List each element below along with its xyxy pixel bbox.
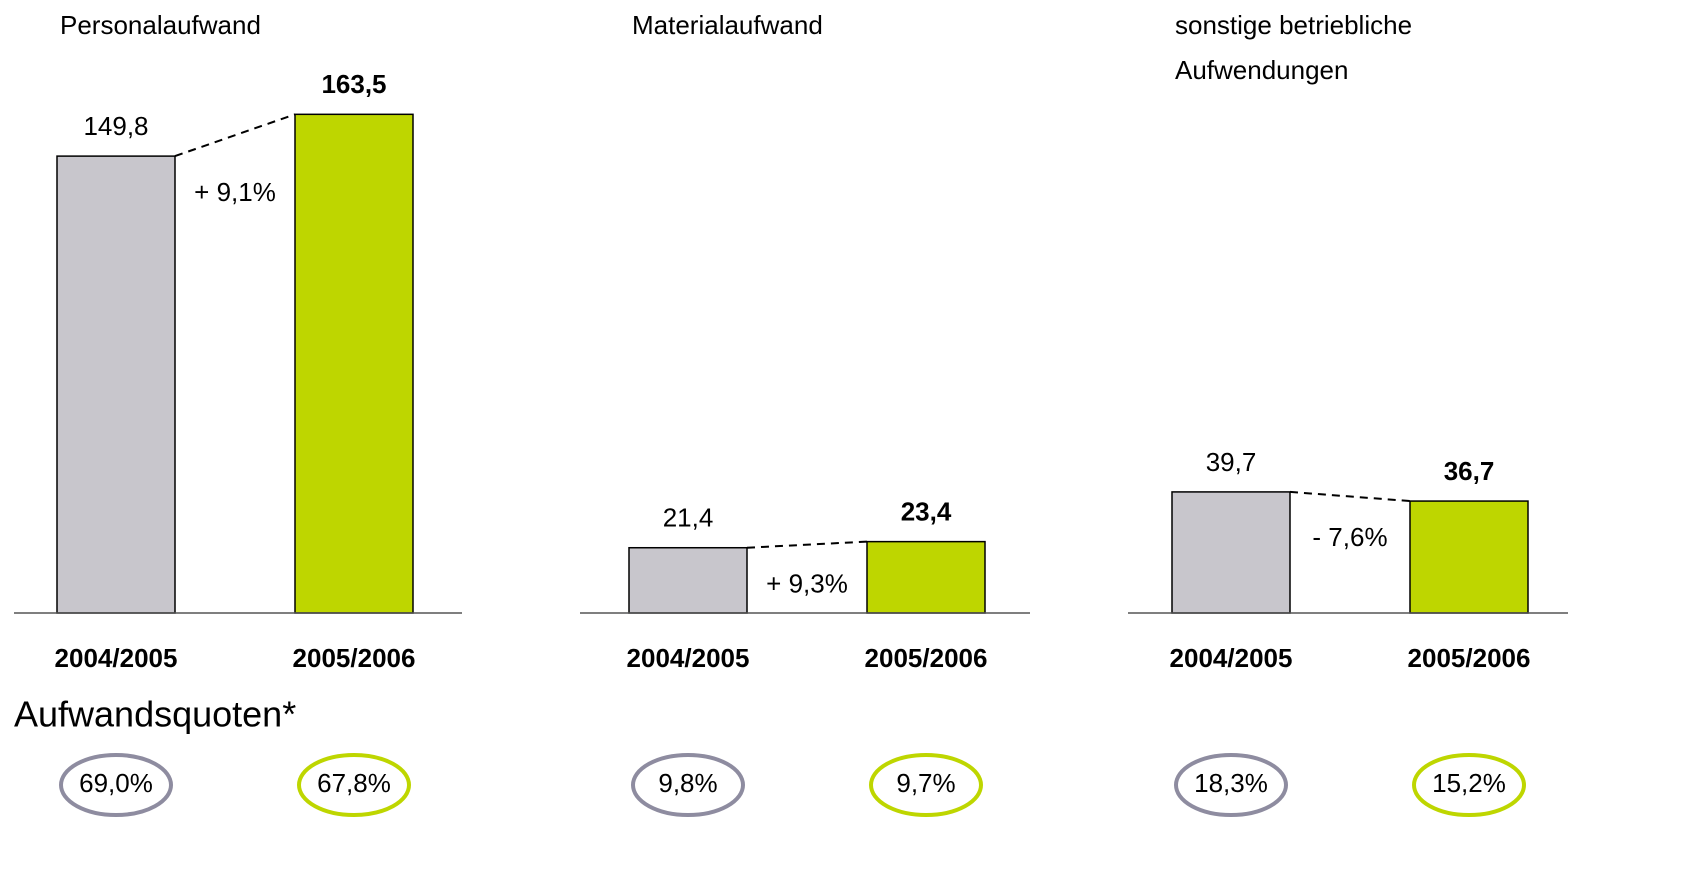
x-tick-label: 2004/2005 — [1170, 643, 1293, 673]
chart-title: sonstige betriebliche — [1175, 10, 1412, 40]
value-label: 163,5 — [321, 69, 386, 99]
connector — [174, 113, 296, 158]
bar — [1409, 500, 1529, 614]
quote-oval — [631, 753, 745, 817]
change-annotation: + 9,1% — [194, 177, 276, 207]
chart-title: Aufwendungen — [1175, 55, 1348, 85]
value-label: 23,4 — [901, 497, 952, 527]
quote-oval — [869, 753, 983, 817]
quote-value: 9,7% — [896, 768, 955, 798]
quote-oval — [1174, 753, 1288, 817]
bar — [56, 155, 176, 614]
bar — [628, 546, 748, 614]
quote-value: 69,0% — [79, 768, 153, 798]
x-tick-label: 2005/2006 — [1408, 643, 1531, 673]
change-annotation: - 7,6% — [1312, 522, 1387, 552]
value-label: 36,7 — [1444, 456, 1495, 486]
quote-oval — [1412, 753, 1526, 817]
quote-value: 67,8% — [317, 768, 391, 798]
connector — [1289, 490, 1411, 503]
bar — [1171, 491, 1291, 614]
quote-value: 9,8% — [658, 768, 717, 798]
chart-title: Personalaufwand — [60, 10, 261, 40]
bar — [866, 540, 986, 614]
connector — [746, 540, 868, 549]
quote-value: 15,2% — [1432, 768, 1506, 798]
value-label: 21,4 — [663, 503, 714, 533]
x-tick-label: 2004/2005 — [55, 643, 178, 673]
quote-oval — [59, 753, 173, 817]
value-label: 39,7 — [1206, 447, 1257, 477]
quote-oval — [297, 753, 411, 817]
x-tick-label: 2005/2006 — [865, 643, 988, 673]
quotes-title: Aufwandsquoten* — [14, 694, 296, 735]
quote-value: 18,3% — [1194, 768, 1268, 798]
x-tick-label: 2004/2005 — [627, 643, 750, 673]
value-label: 149,8 — [83, 111, 148, 141]
change-annotation: + 9,3% — [766, 569, 848, 599]
bar — [294, 113, 414, 614]
x-tick-label: 2005/2006 — [293, 643, 416, 673]
chart-title: Materialaufwand — [632, 10, 823, 40]
